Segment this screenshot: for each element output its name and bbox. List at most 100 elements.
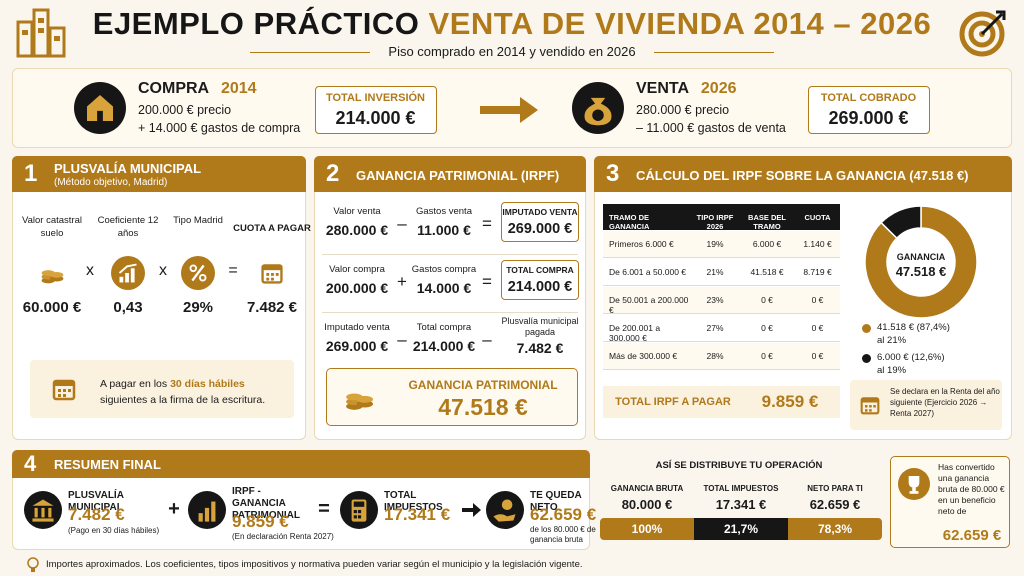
- icon: [860, 397, 880, 415]
- section-title: RESUMEN FINAL: [54, 457, 161, 472]
- operator: =: [482, 214, 492, 233]
- row-label: Gastos venta: [416, 206, 472, 217]
- highlight-box: [890, 456, 1010, 548]
- rule: [250, 52, 370, 53]
- item-title: TE QUEDA NETO: [530, 490, 582, 513]
- operator: =: [482, 272, 492, 291]
- section-header: 2 GANANCIA PATRIMONIAL (IRPF): [314, 156, 586, 192]
- factor-label: Valor catastral suelo: [21, 215, 82, 239]
- table-row-bg: [603, 231, 840, 258]
- table-header: TRAMO DE GANANCIA: [603, 204, 691, 231]
- distribution-title: ASÍ SE DISTRIBUYE TU OPERACIÓN: [655, 460, 823, 471]
- factor-value: 29%: [182, 299, 214, 316]
- bulb-icon: [27, 557, 39, 572]
- operator: +: [397, 272, 407, 291]
- table-cell: 0 €: [761, 295, 773, 305]
- result-value: 47.518 €: [438, 394, 528, 420]
- legend-label: 41.518 € (87,4%): [877, 322, 950, 333]
- operator: =: [228, 262, 238, 279]
- note-text: Se declara en la Renta del año siguiente…: [890, 387, 1000, 418]
- dist-value: 80.000 €: [621, 497, 673, 512]
- section-number: 4: [24, 451, 37, 476]
- row-value: 280.000 €: [325, 222, 389, 238]
- table-row-bg: [603, 315, 840, 342]
- table-header: BASE DEL TRAMO: [739, 204, 795, 231]
- note-text: A pagar en los 30 días hábiles siguiente…: [100, 376, 290, 408]
- dist-cell: 100%: [600, 518, 694, 540]
- donut-center-title: GANANCIA: [896, 252, 946, 262]
- dist-label: GANANCIA BRUTA: [610, 484, 684, 493]
- deal-heading: COMPRA 2014: [138, 80, 257, 98]
- icon: [52, 379, 76, 401]
- factor-value: 0,43: [113, 299, 143, 316]
- table-cell: 28%: [706, 351, 724, 361]
- dist-value: 62.659 €: [809, 497, 861, 512]
- dist-label: NETO PARA TI: [807, 484, 863, 493]
- section-subtitle: (Método objetivo, Madrid): [54, 177, 168, 188]
- icon: [188, 491, 226, 529]
- dist-cell: 21,7%: [694, 518, 788, 540]
- table-cell: 8.719 €: [803, 267, 832, 277]
- table-cell: 21%: [706, 267, 724, 277]
- item-value: 62.659 €: [530, 505, 597, 524]
- dist-value: 17.341 €: [715, 497, 767, 512]
- item-note: (En declaración Renta 2027): [232, 532, 334, 541]
- item-value: 17.341 €: [384, 505, 451, 524]
- result-box: [501, 202, 579, 242]
- icon: [181, 256, 215, 290]
- operator: x: [86, 262, 94, 279]
- donut-segment: [880, 205, 922, 240]
- item-note: (Pago en 30 días hábiles): [68, 526, 160, 535]
- total-value: 269.000 €: [828, 108, 909, 128]
- donut-center-value: 47.518 €: [895, 264, 947, 279]
- item-value: 9.859 €: [232, 512, 289, 531]
- total-box: TOTAL INVERSIÓN 214.000 €: [315, 86, 437, 134]
- section-title: GANANCIA PATRIMONIAL (IRPF): [356, 168, 560, 183]
- total-label: TOTAL IRPF A PAGAR: [615, 396, 731, 408]
- arrow: [480, 97, 538, 123]
- item-note: de los 80.000 € de ganancia bruta: [530, 525, 596, 544]
- row-label: Valor compra: [329, 264, 385, 275]
- table-cell: 6.000 €: [752, 239, 782, 249]
- table-cell: 0 €: [811, 295, 824, 305]
- row-value: 11.000 €: [417, 222, 471, 238]
- deal-line: – 11.000 € gastos de venta: [636, 121, 786, 135]
- deal-label: VENTA: [636, 80, 689, 97]
- highlight-text: Has convertido una ganancia bruta de 80.…: [938, 462, 1005, 516]
- table-cell: 0 €: [761, 351, 773, 361]
- row-value: 14.000 €: [416, 280, 472, 296]
- table-cell: 1.140 €: [803, 239, 832, 249]
- section-number: 2: [326, 160, 340, 187]
- icon: [340, 491, 378, 529]
- row-label: Gastos compra: [411, 264, 477, 275]
- icon: [486, 491, 524, 529]
- factor-label: Tipo Madrid: [173, 215, 223, 226]
- factor-label: CUOTA A PAGAR: [233, 223, 311, 234]
- deal-line: + 14.000 € gastos de compra: [138, 121, 301, 135]
- item-title: TOTAL IMPUESTOS: [384, 490, 443, 513]
- table-cell: De 50.001 a 200.000 €: [609, 295, 689, 315]
- icon: [572, 82, 624, 134]
- row-label: Valor venta: [333, 206, 381, 217]
- deal-label: COMPRA: [138, 80, 209, 97]
- icon: [24, 491, 62, 529]
- section-number: 1: [24, 160, 38, 187]
- row-value: 269.000 €: [325, 338, 389, 354]
- legend-note: al 21%: [877, 335, 907, 346]
- operator: –: [482, 330, 492, 349]
- donut: [864, 205, 978, 319]
- table-row-bg: [603, 259, 840, 286]
- operator: =: [318, 498, 330, 520]
- table-cell: 0 €: [811, 323, 824, 333]
- subtitle: Piso comprado en 2014 y vendido en 2026: [388, 44, 636, 59]
- divider: [322, 312, 578, 313]
- footer: Importes aproximados. Los coeficientes, …: [46, 559, 583, 570]
- highlight-value: 62.659 €: [942, 527, 1002, 544]
- section-number: 3: [606, 160, 620, 187]
- section-header: 1 PLUSVALÍA MUNICIPAL (Método objetivo, Ma…: [12, 156, 306, 192]
- deal-heading: VENTA 2026: [636, 80, 737, 98]
- dist-label: TOTAL IMPUESTOS: [703, 484, 779, 493]
- row-label: IMPUTADO VENTA: [502, 207, 578, 217]
